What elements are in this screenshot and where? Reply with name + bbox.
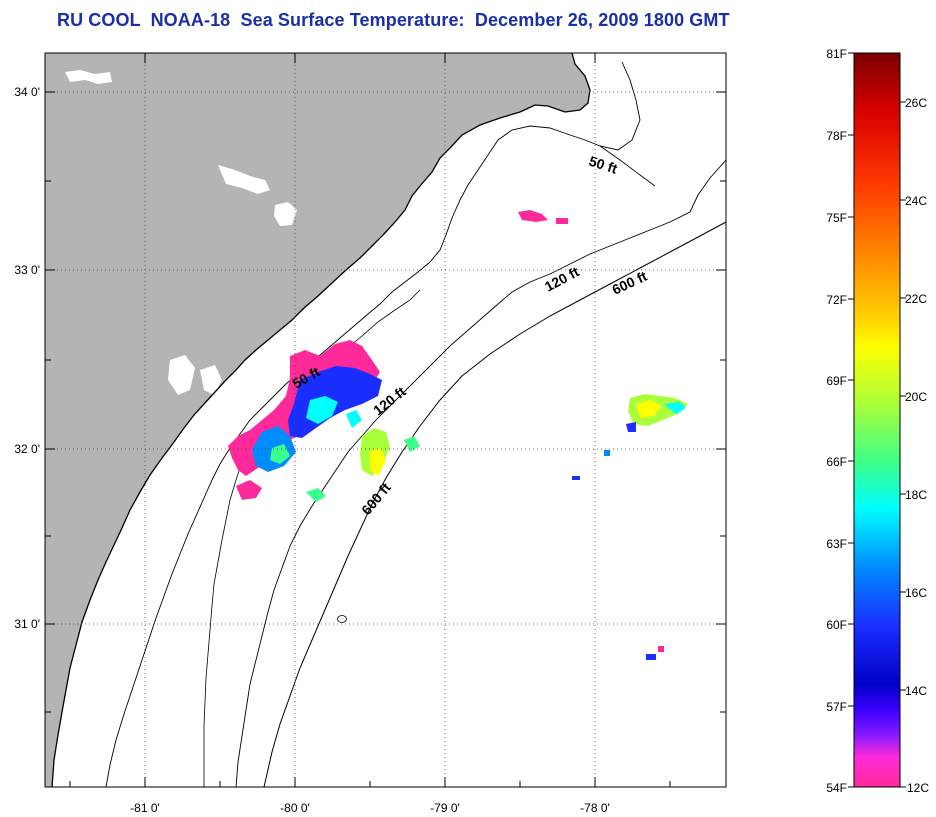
cb-f-72: 72F: [826, 293, 847, 307]
lon-label-80: -80 0': [280, 801, 310, 815]
lon-label-81: -81 0': [130, 801, 160, 815]
cb-c-18: 18C: [905, 488, 927, 502]
lat-label-31: 31 0': [14, 617, 40, 631]
land-mass: [45, 53, 590, 787]
cb-f-75: 75F: [826, 211, 847, 225]
cb-f-57: 57F: [826, 700, 847, 714]
cb-f-60: 60F: [826, 618, 847, 632]
cb-f-69: 69F: [826, 374, 847, 388]
cb-c-22: 22C: [905, 292, 927, 306]
cb-f-78: 78F: [826, 129, 847, 143]
lat-label-32: 32 0': [14, 442, 40, 456]
cb-f-63: 63F: [826, 537, 847, 551]
cb-c-24: 24C: [905, 194, 927, 208]
cb-c-16: 16C: [905, 586, 927, 600]
land-water-features: [65, 70, 297, 630]
cb-f-81: 81F: [826, 47, 847, 61]
isobath-600ft: [263, 221, 726, 787]
cb-f-66: 66F: [826, 455, 847, 469]
cb-c-12: 12C: [907, 781, 929, 795]
lon-label-79: -79 0': [430, 801, 460, 815]
colorbar: 81F 78F 75F 72F 69F 66F 63F 60F 57F 54F …: [826, 47, 929, 795]
isobath-120ft: [235, 159, 726, 787]
map-area: [45, 53, 726, 787]
coastline: [51, 53, 591, 787]
map-title: RU COOL NOAA-18 Sea Surface Temperature:…: [57, 10, 730, 30]
cb-c-26: 26C: [905, 96, 927, 110]
map-frame: [44, 52, 727, 788]
grid: [45, 53, 726, 787]
cb-f-54: 54F: [826, 781, 847, 795]
axis-ticks: [45, 53, 726, 787]
cb-c-20: 20C: [905, 390, 927, 404]
lon-label-78: -78 0': [580, 801, 610, 815]
lat-label-33: 33 0': [14, 263, 40, 277]
isobath-50ft: [105, 61, 641, 787]
lat-label-34: 34 0': [14, 85, 40, 99]
cb-c-14: 14C: [905, 684, 927, 698]
sst-patches: [228, 210, 688, 660]
